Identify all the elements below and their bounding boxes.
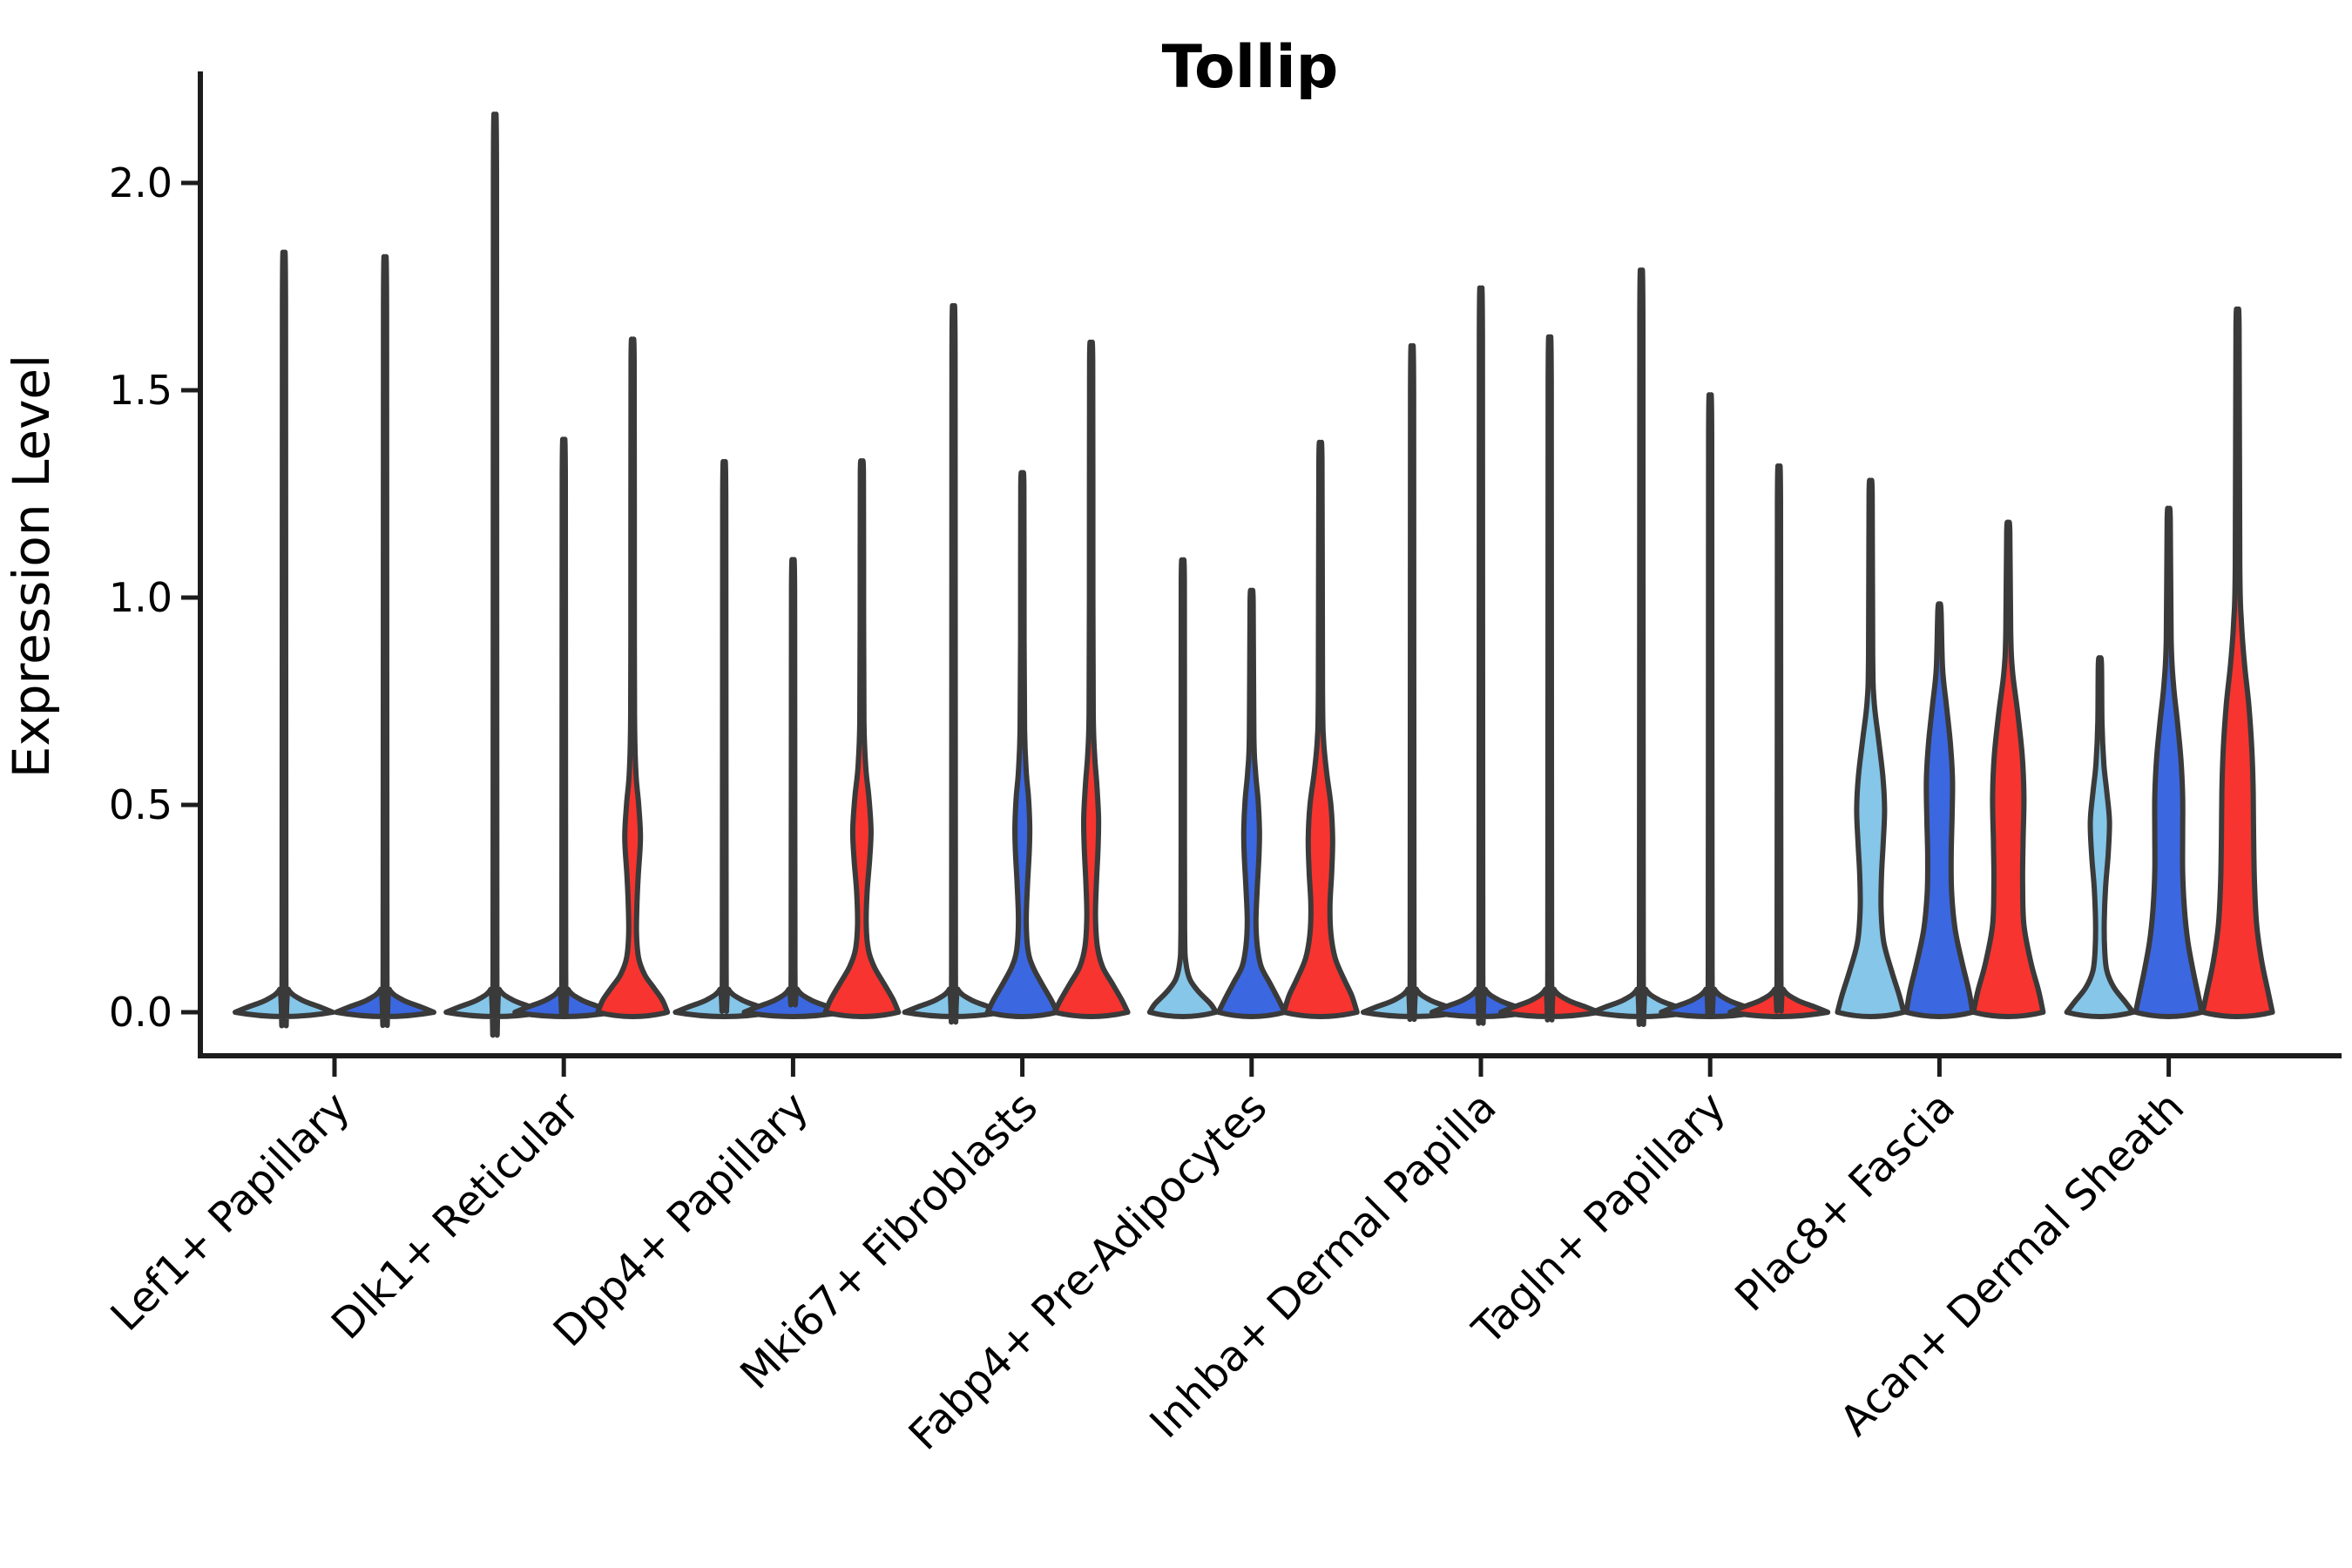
- y-tick-label: 2.0: [109, 159, 172, 206]
- violin-dpp4-papillary-dark-blue: [741, 557, 845, 1019]
- y-tick-label: 0.0: [109, 989, 172, 1036]
- violin-acan-dermal-sheath-light-blue: [2064, 655, 2136, 1019]
- y-tick-label: 1.0: [109, 574, 172, 621]
- chart-title: Tollip: [1162, 33, 1339, 102]
- axis-spines: [198, 71, 2342, 1058]
- violin-dpp4-papillary-light-blue: [672, 458, 776, 1019]
- x-tick-label: Lef1+ Papillary: [102, 1083, 360, 1341]
- violin-tagln-papillary-red: [1727, 463, 1831, 1019]
- violin-plac8-fascia-light-blue: [1835, 477, 1907, 1019]
- violin-mki67-fibroblasts-light-blue: [902, 303, 1005, 1025]
- violin-plac8-fascia-dark-blue: [1903, 601, 1976, 1019]
- x-tick-label: Tagln+ Papillary: [1463, 1083, 1734, 1355]
- violin-plac8-fascia-red: [1970, 519, 2046, 1019]
- x-tick-label: Plac8+ Fascia: [1726, 1083, 1964, 1321]
- x-tick-label: Dpp4+ Papillary: [544, 1083, 818, 1356]
- y-axis-label: Expression Level: [2, 355, 61, 778]
- violin-tagln-papillary-dark-blue: [1659, 392, 1762, 1019]
- violin-inhba-dermal-papilla-red: [1498, 334, 1601, 1023]
- violin-fabp4-pre-adipocytes-red: [1281, 439, 1360, 1019]
- violin-fabp4-pre-adipocytes-light-blue: [1146, 557, 1219, 1019]
- violin-inhba-dermal-papilla-light-blue: [1361, 342, 1463, 1022]
- y-axis-ticks: 0.0 0.5 1.0 1.5 2.0: [109, 159, 200, 1036]
- violin-acan-dermal-sheath-red: [2200, 306, 2275, 1019]
- violin-lef1-papillary-dark-blue: [334, 254, 436, 1029]
- violin-dlk1-reticular-light-blue: [443, 112, 547, 1038]
- y-tick-label: 1.5: [109, 367, 172, 414]
- violin-tagln-papillary-light-blue: [1590, 267, 1693, 1028]
- violin-fabp4-pre-adipocytes-dark-blue: [1215, 587, 1288, 1019]
- violin-mki67-fibroblasts-red: [1051, 340, 1131, 1019]
- violin-dlk1-reticular-dark-blue: [512, 436, 616, 1019]
- violin-dpp4-papillary-red: [822, 458, 902, 1019]
- y-tick-label: 0.5: [109, 781, 172, 828]
- violin-dlk1-reticular-red: [595, 336, 671, 1019]
- violin-lef1-papillary-light-blue: [233, 249, 335, 1029]
- violin-bodies: [233, 112, 2275, 1038]
- x-tick-label: Dlk1+ Reticular: [322, 1083, 589, 1349]
- violin-acan-dermal-sheath-dark-blue: [2132, 505, 2205, 1019]
- violin-inhba-dermal-papilla-dark-blue: [1429, 285, 1532, 1026]
- violin-mki67-fibroblasts-dark-blue: [984, 470, 1060, 1019]
